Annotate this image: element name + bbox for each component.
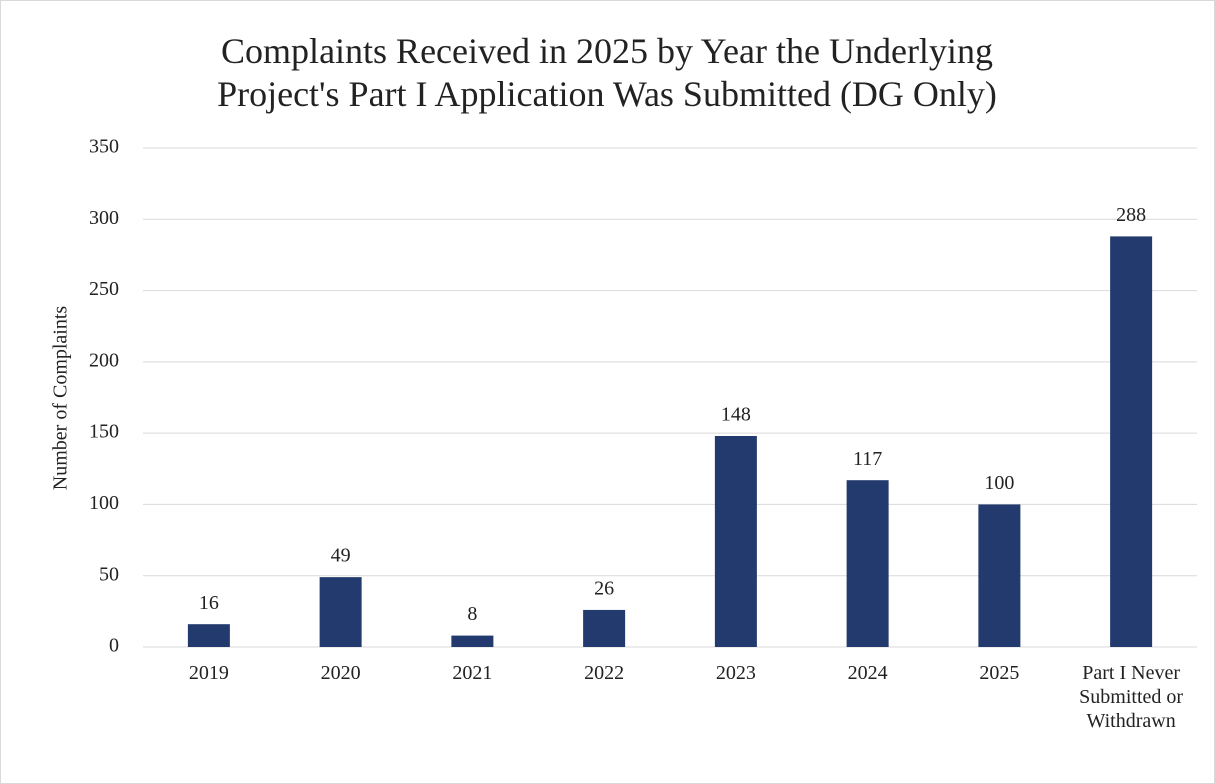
bar (1110, 236, 1153, 647)
bar (846, 480, 889, 647)
x-tick-label: 2024 (847, 662, 888, 684)
bar (451, 635, 494, 647)
bar (714, 435, 757, 647)
data-label: 100 (984, 472, 1014, 494)
x-tick-label: 2020 (320, 662, 361, 684)
data-label: 49 (331, 545, 351, 567)
chart-title: Complaints Received in 2025 by Year the … (217, 31, 997, 114)
y-tick-label: 250 (89, 278, 119, 300)
y-tick-label: 0 (109, 635, 119, 657)
x-tick-label: 2021 (452, 662, 493, 684)
y-tick-label: 100 (89, 492, 119, 514)
x-tick-label: 2023 (715, 662, 756, 684)
bar (319, 577, 362, 647)
x-tick-label: 2022 (584, 662, 625, 684)
y-tick-label: 200 (89, 349, 119, 371)
y-tick-label: 350 (89, 136, 119, 158)
bar (978, 504, 1021, 647)
x-tick-label: 2019 (188, 662, 229, 684)
y-tick-label: 300 (89, 207, 119, 229)
data-label: 8 (467, 603, 477, 625)
y-tick-label: 50 (99, 563, 119, 585)
data-label: 117 (853, 448, 882, 470)
y-tick-label: 150 (89, 421, 119, 443)
y-axis-label: Number of Complaints (50, 306, 72, 491)
data-label: 16 (199, 592, 219, 614)
x-tick-label: 2025 (979, 662, 1020, 684)
data-label: 26 (594, 578, 614, 600)
bar (583, 609, 626, 647)
bar (187, 624, 230, 647)
x-tick-label: Part I Never Submitted or Withdrawn (1079, 662, 1184, 732)
data-label: 148 (721, 404, 751, 426)
data-label: 288 (1116, 204, 1146, 226)
